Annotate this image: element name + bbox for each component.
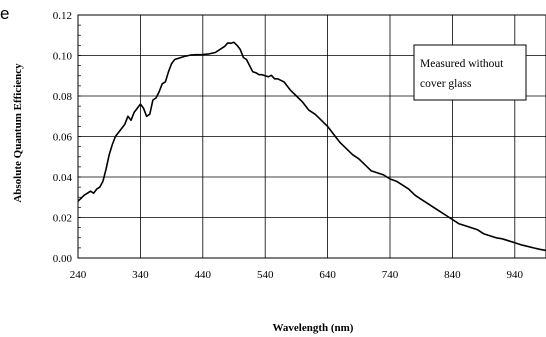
y-axis-title: Absolute Quantum Efficiency xyxy=(12,63,24,203)
annotation-line-2: cover glass xyxy=(420,78,472,90)
x-tick-label: 740 xyxy=(382,269,399,281)
y-tick-label: 0.04 xyxy=(53,172,73,184)
y-tick-label: 0.02 xyxy=(53,213,72,225)
y-tick-label: 0.00 xyxy=(53,253,73,265)
y-tick-label: 0.08 xyxy=(53,91,73,103)
x-tick-label: 540 xyxy=(257,269,274,281)
x-tick-label: 640 xyxy=(319,269,336,281)
plot-frame xyxy=(77,14,546,259)
annotation-box: Measured without cover glass xyxy=(413,44,527,101)
y-tick-label: 0.12 xyxy=(53,10,72,22)
x-tick-label: 440 xyxy=(195,269,212,281)
x-tick-label: 940 xyxy=(507,269,524,281)
y-tick-label: 0.10 xyxy=(53,51,73,63)
x-tick-label: 240 xyxy=(70,269,87,281)
grid xyxy=(77,14,546,259)
y-tick-labels: 0.00 0.02 0.04 0.06 0.08 0.10 0.12 xyxy=(53,10,73,265)
x-axis-title: Wavelength (nm) xyxy=(273,322,354,334)
page-text-fragment: e xyxy=(0,4,10,23)
x-tick-labels: 240 340 440 540 640 740 840 940 xyxy=(70,269,524,281)
x-tick-label: 340 xyxy=(132,269,149,281)
y-tick-label: 0.06 xyxy=(53,132,73,144)
series-line xyxy=(77,41,546,252)
x-tick-label: 840 xyxy=(444,269,461,281)
annotation-line-1: Measured without xyxy=(420,58,504,70)
